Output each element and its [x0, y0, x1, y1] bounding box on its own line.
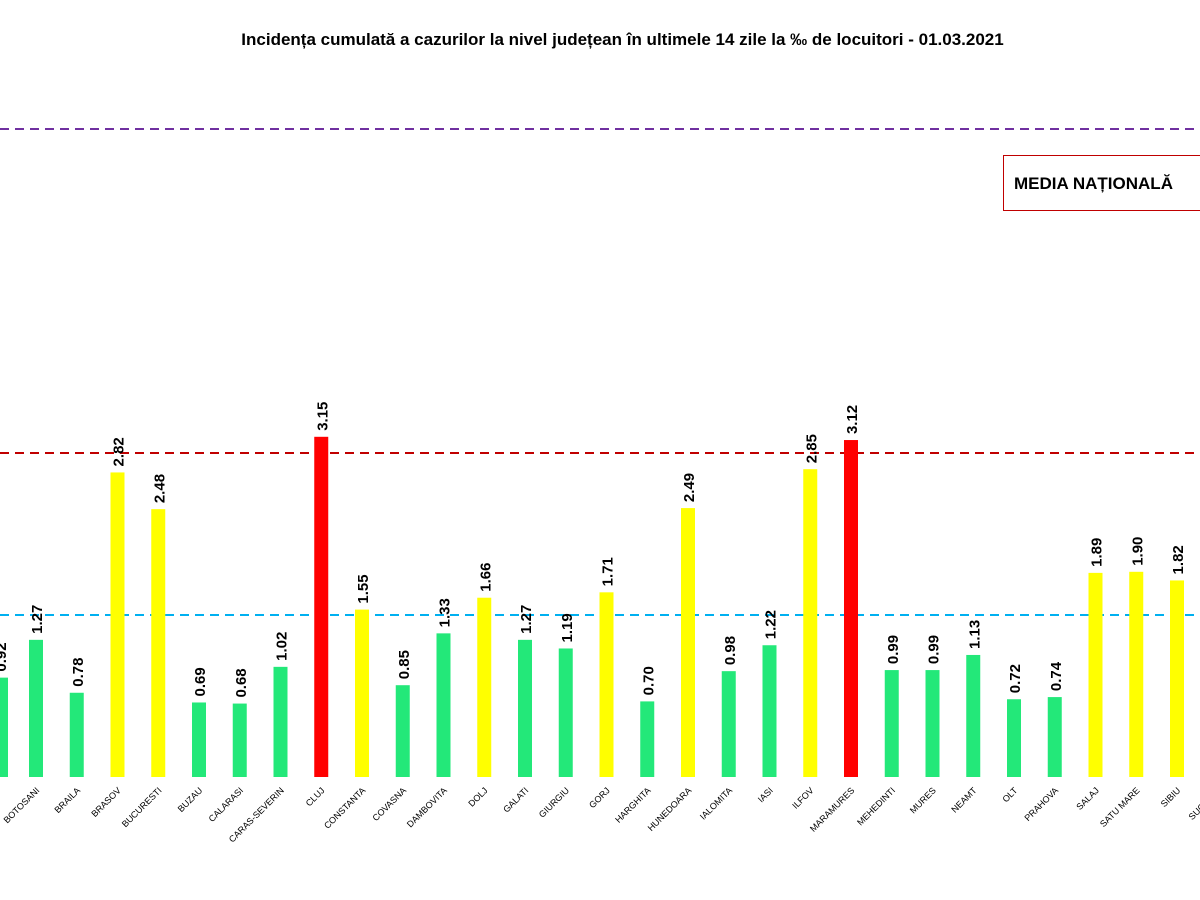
category-label: HUNEDOARA: [646, 785, 694, 833]
bar-bucuresti: [151, 509, 166, 777]
category-label: GORJ: [587, 785, 612, 810]
bar-covasna: [395, 685, 410, 777]
value-label: 0.70: [640, 666, 657, 695]
category-label: BRASOV: [89, 785, 123, 819]
category-label: CLUJ: [304, 785, 327, 808]
value-label: 2.48: [151, 474, 168, 503]
category-label: COVASNA: [370, 785, 408, 823]
category-label: OLT: [1000, 785, 1019, 804]
bar-buzau: [192, 702, 206, 777]
value-label: 0.69: [192, 667, 209, 696]
value-label: 2.85: [803, 434, 820, 463]
category-label: GIURGIU: [537, 785, 571, 819]
value-label: 0.78: [70, 658, 87, 687]
value-label: 0.99: [885, 635, 902, 664]
category-label: DAMBOVITA: [405, 785, 449, 829]
bar-ilfov: [803, 469, 818, 777]
bar-dambovita: [436, 633, 451, 777]
bar-sibiu: [1170, 580, 1184, 777]
category-label: SATU MARE: [1098, 785, 1142, 829]
value-label: 1.27: [29, 605, 46, 634]
category-label: IALOMITA: [698, 785, 734, 821]
value-label: 1.71: [600, 557, 617, 586]
bar-cluj: [314, 436, 329, 777]
value-label: 1.33: [437, 598, 454, 627]
value-label: 1.82: [1170, 545, 1187, 574]
bar-prahova: [1047, 697, 1062, 777]
category-label: DOLJ: [466, 785, 489, 808]
category-label: SALAJ: [1074, 785, 1101, 812]
bar-harghita: [640, 701, 655, 777]
value-label: 1.19: [559, 613, 576, 642]
value-label: 1.13: [966, 620, 983, 649]
bar-mehedinti: [884, 670, 899, 777]
bar-constanta: [355, 609, 369, 777]
category-label: MURES: [908, 785, 938, 815]
value-label: 0.74: [1048, 661, 1065, 691]
value-label: 3.15: [314, 402, 331, 431]
value-label: 1.22: [763, 610, 780, 639]
value-label: 0.68: [233, 668, 250, 697]
bar-hunedoara: [681, 508, 695, 777]
value-label: 1.02: [274, 632, 291, 661]
bar-galati: [518, 639, 532, 777]
bar-caras-severin: [273, 666, 288, 777]
national-average-legend: MEDIA NAȚIONALĂ: [1003, 155, 1200, 211]
category-label: GALATI: [501, 785, 530, 814]
bar-olt: [1007, 699, 1021, 777]
bar-mures: [925, 670, 940, 777]
value-label: 1.55: [355, 574, 372, 603]
value-label: 3.12: [844, 405, 861, 434]
category-label: PRAHOVA: [1022, 785, 1060, 823]
category-label: BUZAU: [176, 785, 205, 814]
value-label: 0.72: [1007, 664, 1024, 693]
value-label: 1.90: [1129, 537, 1146, 566]
bar-salaj: [1088, 572, 1103, 777]
bar-ialomita: [721, 671, 736, 777]
legend-label: MEDIA NAȚIONALĂ: [1014, 174, 1173, 193]
chart-title: Incidența cumulată a cazurilor la nivel …: [241, 30, 1004, 49]
value-label: 0.99: [926, 635, 943, 664]
value-label: 0.85: [396, 650, 413, 679]
category-label: SUCEAVA: [1187, 785, 1200, 822]
category-label: ILFOV: [790, 785, 815, 810]
category-label: MEHEDINTI: [855, 785, 897, 827]
category-label: CONSTANTA: [322, 785, 367, 830]
bar-botosani: [29, 639, 43, 777]
bar-neamt: [966, 654, 981, 777]
bar-giurgiu: [558, 648, 573, 777]
bar-maramures: [844, 440, 858, 777]
bar-iasi: [762, 645, 777, 777]
bar-calarasi: [232, 703, 247, 777]
category-label: IASI: [756, 785, 775, 804]
category-label: NEAMT: [949, 785, 979, 815]
bar-satu-mare: [1129, 571, 1144, 777]
value-label-partial: 0.92: [0, 642, 10, 671]
value-label: 2.82: [111, 437, 128, 466]
bar-dolj: [477, 597, 492, 777]
category-label: HARGHITA: [613, 785, 652, 824]
bar-braila: [69, 692, 84, 777]
value-label: 1.27: [518, 605, 535, 634]
category-label: BOTOSANI: [2, 785, 42, 825]
bar-brasov: [110, 472, 125, 777]
category-label: SIBIU: [1159, 785, 1183, 809]
value-label: 0.98: [722, 636, 739, 665]
category-label: CALARASI: [207, 785, 246, 824]
bar-gorj: [599, 592, 614, 777]
category-label: BUCURESTI: [120, 785, 164, 829]
value-label: 1.66: [477, 563, 494, 592]
value-label: 1.89: [1089, 538, 1106, 567]
bar-partial: [0, 677, 8, 777]
value-label: 2.49: [681, 473, 698, 502]
category-label: BRAILA: [52, 785, 82, 815]
